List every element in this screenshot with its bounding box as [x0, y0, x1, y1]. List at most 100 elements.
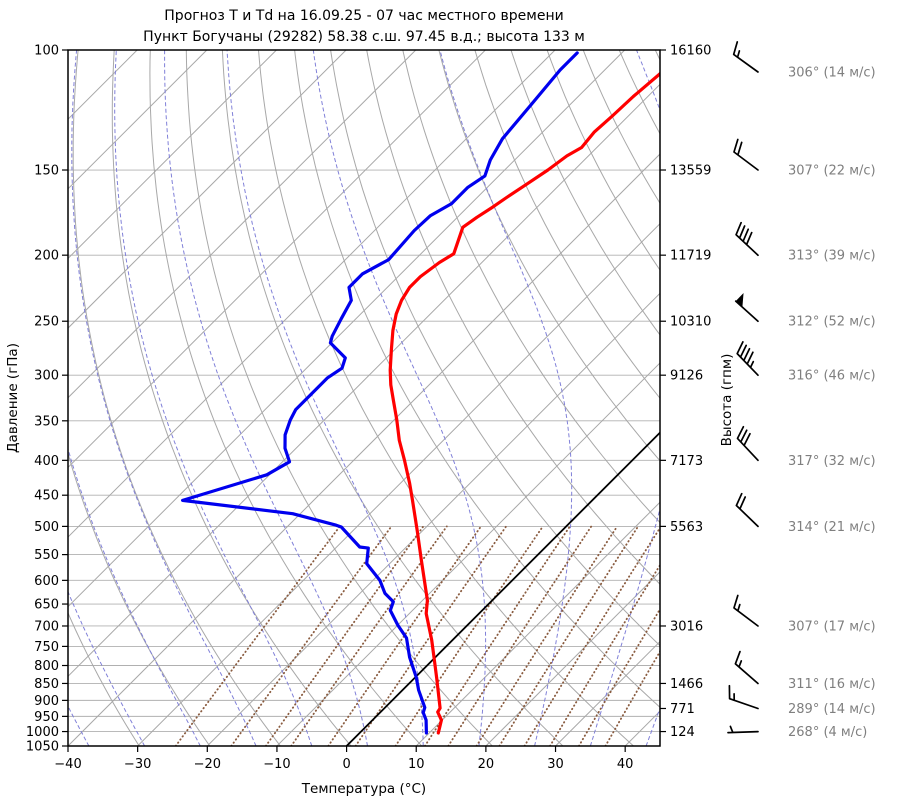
- wind-label: 307° (17 м/с): [788, 619, 876, 634]
- pressure-tick-label: 300: [34, 369, 59, 384]
- dry-adiabat-line: [185, 50, 493, 746]
- wind-label: 313° (39 м/с): [788, 249, 876, 264]
- height-label: 124: [670, 725, 695, 740]
- moist-adiabat-line: [68, 447, 201, 746]
- wind-label: 306° (14 м/с): [788, 66, 876, 81]
- pressure-tick-label: 150: [34, 164, 59, 179]
- isotherm-line: [485, 571, 660, 746]
- dry-adiabat-line: [366, 50, 660, 585]
- height-label: 11719: [670, 249, 711, 264]
- pressure-tick-label: 350: [34, 414, 59, 429]
- wind-barb: [735, 221, 759, 257]
- pressure-tick-label: 200: [34, 249, 59, 264]
- dry-adiabat-line: [510, 50, 660, 336]
- chart-title-line1: Прогноз Т и Td на 16.09.25 - 07 час мест…: [164, 8, 563, 24]
- wind-label: 312° (52 м/с): [788, 315, 876, 330]
- wind-barb: [736, 425, 759, 462]
- moist-adiabat-line: [68, 590, 146, 746]
- temperature-tick-label: −10: [263, 757, 290, 772]
- barb-staff: [736, 425, 759, 462]
- moist-adiabat-line: [114, 50, 313, 746]
- barb-staff: [735, 492, 759, 528]
- plot-frame: [67, 49, 661, 747]
- moist-adiabat-line: [71, 50, 257, 746]
- isotherm-line: [68, 50, 486, 469]
- isotherm-line: [276, 362, 660, 746]
- pressure-tick-label: 500: [34, 520, 59, 535]
- height-label: 7173: [670, 454, 703, 469]
- isotherm-line: [68, 153, 660, 746]
- isotherm-line: [624, 710, 660, 746]
- dry-adiabat-line: [582, 50, 660, 205]
- moist-adiabat-line: [645, 706, 660, 746]
- dry-adiabat-line: [618, 50, 660, 135]
- temperature-tick-label: −30: [124, 757, 151, 772]
- plot-background-lines: [68, 50, 660, 746]
- temperature-tick-label: 40: [617, 757, 634, 772]
- wind-barb: [732, 41, 759, 73]
- y-axis-title-pressure: Давление (гПа): [5, 343, 21, 453]
- mixing-ratio-line: [475, 525, 619, 746]
- barb-staff: [733, 138, 759, 171]
- dry-adiabat-line: [149, 50, 423, 746]
- sounding-curves: [181, 51, 660, 735]
- pressure-tick-label: 750: [34, 640, 59, 655]
- dry-adiabat-line: [654, 50, 660, 62]
- wind-barb: [727, 725, 759, 734]
- wind-barb: [733, 138, 759, 171]
- isotherm-line: [68, 50, 417, 399]
- temperature-tick-label: 20: [478, 757, 495, 772]
- temperature-tick-label: −20: [194, 757, 221, 772]
- wind-label: 307° (22 м/с): [788, 164, 876, 179]
- isotherm-line: [346, 431, 660, 746]
- dry-adiabat-line: [330, 50, 660, 647]
- dry-adiabat-line: [294, 50, 660, 708]
- wind-label: 316° (46 м/с): [788, 369, 876, 384]
- wind-label: 289° (14 м/с): [788, 702, 876, 717]
- wind-barb: [728, 684, 759, 710]
- barb-staff: [734, 300, 759, 323]
- mixing-ratio-line: [394, 525, 544, 746]
- axis-ticks: −40 −30 −20 −10 0 10 20 30 40 100 150 200 250 300 350 4…: [26, 44, 711, 773]
- wind-label: 317° (32 м/с): [788, 454, 876, 469]
- barb-pennant: [735, 293, 744, 308]
- pressure-tick-label: 650: [34, 598, 59, 613]
- barb-staff: [728, 684, 759, 710]
- pressure-tick-label: 800: [34, 659, 59, 674]
- dry-adiabat-line: [72, 50, 281, 746]
- isotherm-line: [68, 50, 556, 538]
- isotherm-line: [68, 50, 347, 329]
- dry-adiabat-line: [474, 50, 660, 400]
- temperature-curve: [388, 71, 660, 735]
- height-label: 1466: [670, 677, 703, 692]
- zero-isotherm-line: [345, 431, 660, 746]
- barb-staff: [735, 221, 759, 257]
- wind-barb-column: 306° (14 м/с) 307° (22 м/с) 313° (39 м/с) 3…: [727, 41, 876, 740]
- wind-barb: [733, 594, 759, 627]
- pressure-tick-label: 900: [34, 694, 59, 709]
- pressure-tick-label: 950: [34, 710, 59, 725]
- dry-adiabat-line: [546, 50, 660, 271]
- moist-adiabat-line: [312, 50, 487, 746]
- temperature-tick-label: −40: [54, 757, 81, 772]
- pressure-tick-label: 450: [34, 489, 59, 504]
- wind-label: 311° (16 м/с): [788, 677, 876, 692]
- height-label: 16160: [670, 44, 711, 59]
- pressure-tick-label: 600: [34, 574, 59, 589]
- x-axis-title: Температура (°C): [301, 781, 426, 797]
- chart-title-line2: Пункт Богучаны (29282) 58.38 с.ш. 97.45 …: [143, 29, 585, 45]
- height-label: 9126: [670, 369, 703, 384]
- pressure-tick-label: 250: [34, 315, 59, 330]
- pressure-tick-label: 1050: [26, 740, 59, 755]
- wind-barb: [734, 650, 759, 685]
- barb-staff: [736, 341, 759, 377]
- mixing-ratio-line: [447, 525, 593, 746]
- barb-staff: [727, 725, 759, 734]
- isotherm-line: [68, 50, 208, 190]
- pressure-tick-label: 1000: [26, 725, 59, 740]
- height-label: 5563: [670, 520, 703, 535]
- isotherm-line: [68, 50, 277, 260]
- mixing-ratio-line: [604, 649, 660, 746]
